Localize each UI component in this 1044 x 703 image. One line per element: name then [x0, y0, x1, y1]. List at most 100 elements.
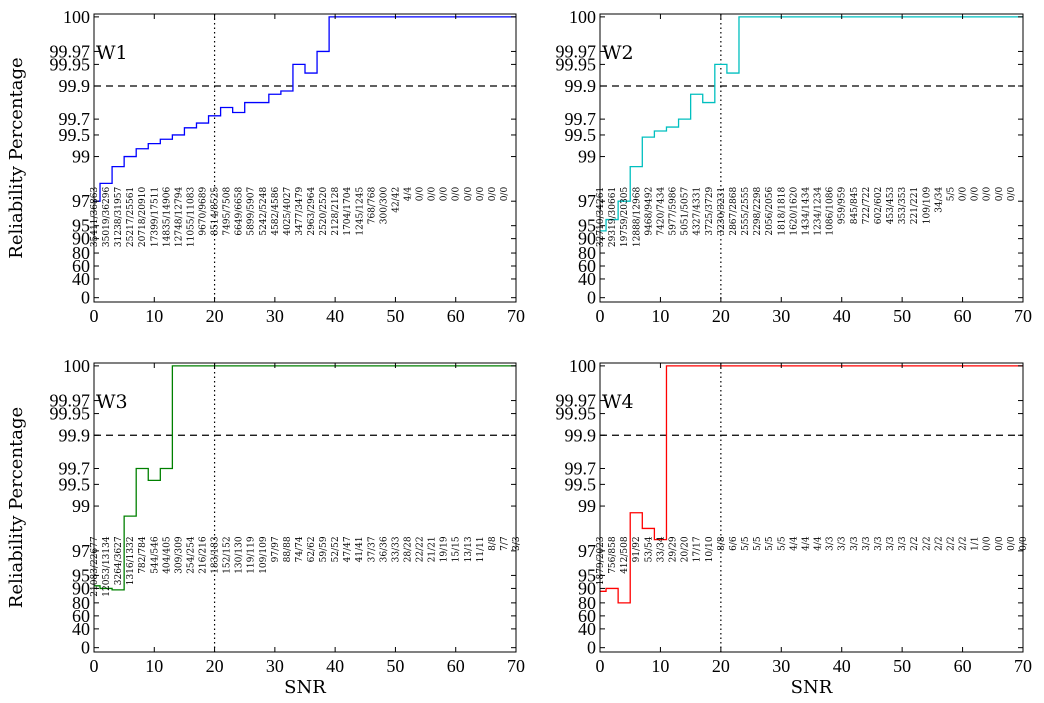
- panel-w1: 35411/36863 35019/36296 31238/31957 25217/2…: [6, 7, 525, 326]
- count-label: 0/0: [440, 187, 450, 202]
- count-label: 4025/4027: [283, 187, 293, 236]
- count-label: 13/13: [464, 536, 474, 562]
- count-label: 109/109: [922, 187, 932, 225]
- count-label: 109/109: [259, 536, 269, 574]
- y-tick-label: 99: [578, 147, 596, 167]
- x-tick-label: 30: [772, 656, 790, 676]
- count-label: 17399/17511: [150, 187, 160, 247]
- x-tick-label: 50: [386, 306, 404, 326]
- count-label: 29/29: [669, 536, 679, 562]
- reliability-step-line: [600, 365, 1023, 604]
- y-tick-label: 90: [72, 578, 90, 598]
- count-label: 0/0: [464, 187, 474, 202]
- y-axis-title: Reliability Percentage: [6, 57, 27, 258]
- count-label: 6649/6658: [235, 187, 245, 236]
- axes-frame: [599, 13, 1024, 303]
- count-label: 0/0: [488, 187, 498, 202]
- count-label: 53/54: [644, 536, 654, 562]
- count-label: 8514/8525: [211, 187, 221, 236]
- y-tick-label: 0: [587, 638, 596, 658]
- count-label: 768/768: [367, 187, 377, 225]
- y-tick-label: 99.7: [565, 109, 597, 129]
- x-tick-label: 50: [893, 656, 911, 676]
- x-tick-label: 40: [326, 306, 344, 326]
- y-tick-label: 99.95: [50, 54, 91, 74]
- y-tick-label: 95: [72, 216, 90, 236]
- x-axis-title: SNR: [284, 677, 326, 698]
- x-tick-label: 0: [596, 306, 605, 326]
- count-label: 9468/9492: [644, 187, 654, 236]
- count-label: 41/41: [355, 536, 365, 562]
- count-label: 1434/1434: [801, 187, 811, 236]
- count-label: 3/3: [898, 536, 908, 551]
- x-tick-label: 60: [954, 306, 972, 326]
- y-tick-label: 99: [578, 496, 596, 516]
- count-label: 2963/2964: [307, 187, 317, 236]
- count-label: 119/119: [247, 536, 257, 574]
- count-label: 3/3: [886, 536, 896, 551]
- count-label: 2128/2128: [331, 187, 341, 236]
- count-label: 31238/31957: [114, 187, 124, 248]
- panel-label: W2: [602, 42, 634, 64]
- axes-frame: [93, 13, 517, 303]
- axes-frame: [599, 362, 1024, 653]
- count-label: 5/5: [777, 536, 787, 551]
- count-label: 2056/2056: [765, 187, 775, 236]
- count-label: 3725/3729: [705, 187, 715, 236]
- count-label: 0/0: [959, 187, 969, 202]
- x-tick-label: 60: [447, 306, 465, 326]
- y-tick-label: 99: [72, 496, 90, 516]
- count-label: 130/130: [235, 536, 245, 574]
- y-tick-label: 100: [569, 7, 596, 27]
- count-label: 0/0: [983, 187, 993, 202]
- count-label: 9670/9689: [199, 187, 209, 236]
- y-tick-label: 40: [72, 269, 90, 289]
- count-label: 845/845: [850, 187, 860, 225]
- y-tick-label: 95: [72, 565, 90, 585]
- count-label: 2/2: [910, 536, 920, 550]
- panel-w2: 32710/34261 29319/30661 19759/20305 12888/1…: [556, 7, 1033, 326]
- count-label: 33/34: [656, 536, 666, 562]
- count-label: 21/21: [428, 536, 438, 562]
- count-label: 32710/34261: [596, 187, 606, 247]
- count-label: 2/2: [959, 536, 969, 550]
- count-label: 5/5: [753, 536, 763, 551]
- y-tick-label: 99.9: [565, 425, 597, 445]
- x-tick-label: 20: [712, 306, 730, 326]
- count-label: 1086/1086: [826, 187, 836, 236]
- count-label: 36/36: [379, 536, 389, 562]
- y-tick-label: 99.95: [556, 404, 597, 424]
- y-tick-label: 97: [72, 541, 90, 561]
- count-label: 21083/22677: [90, 536, 100, 597]
- y-tick-label: 100: [63, 356, 90, 376]
- count-label: 404/405: [162, 536, 172, 574]
- count-label: 4/4: [789, 536, 799, 551]
- count-label: 12748/12794: [174, 187, 184, 248]
- count-label: 34/34: [934, 187, 944, 213]
- x-tick-label: 20: [206, 306, 224, 326]
- count-label: 2/2: [934, 536, 944, 550]
- count-label: 12053/13134: [102, 536, 112, 597]
- y-tick-label: 99.5: [59, 474, 91, 494]
- y-tick-label: 0: [81, 288, 90, 308]
- y-tick-label: 99.5: [565, 125, 597, 145]
- count-label: 1879/2023: [596, 536, 606, 585]
- count-label: 3/3: [838, 536, 848, 551]
- count-label: 11055/11083: [186, 187, 196, 248]
- x-tick-label: 20: [206, 656, 224, 676]
- count-label: 5051/5057: [681, 187, 691, 236]
- count-label: 52/52: [331, 536, 341, 562]
- count-label: 4582/4586: [271, 187, 281, 236]
- y-tick-label: 97: [578, 191, 596, 211]
- x-tick-label: 70: [1014, 306, 1032, 326]
- count-label: 1245/1245: [355, 187, 365, 236]
- x-tick-label: 30: [266, 656, 284, 676]
- count-label: 3/3: [512, 536, 522, 551]
- count-label: 453/453: [886, 187, 896, 225]
- y-tick-label: 90: [72, 229, 90, 249]
- count-label: 4/4: [801, 536, 811, 551]
- y-tick-label: 99.9: [565, 76, 597, 96]
- count-label: 7495/7508: [223, 187, 233, 236]
- count-label: 544/546: [150, 536, 160, 574]
- count-label: 0/0: [452, 187, 462, 202]
